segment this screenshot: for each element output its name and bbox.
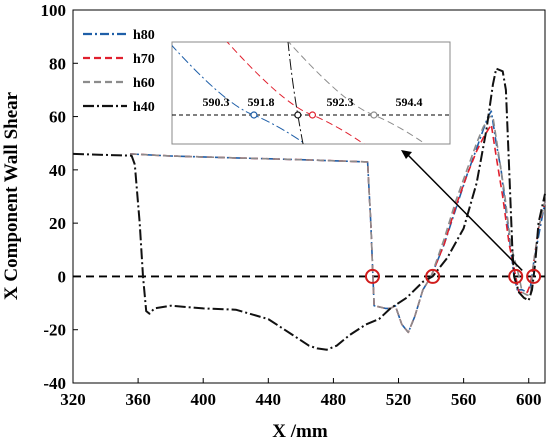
y-tick-label: 60 (49, 108, 66, 127)
x-tick-label: 320 (60, 390, 86, 409)
y-tick-label: -40 (43, 374, 66, 393)
y-tick-label: 100 (41, 1, 67, 20)
y-tick-label: 40 (49, 161, 66, 180)
inset-frame (171, 41, 451, 145)
legend-frame (79, 16, 171, 120)
x-tick-label: 400 (190, 390, 216, 409)
inset-crossing-h80 (250, 111, 258, 119)
series-layer (72, 67, 546, 351)
legend-label-h60: h60 (133, 76, 155, 91)
x-tick-label: 560 (451, 390, 477, 409)
y-tick-label: 20 (49, 214, 66, 233)
marker-layer (364, 268, 542, 284)
inset-value-label: 594.4 (396, 95, 423, 109)
inset-crossing-h40 (294, 111, 302, 119)
arrow-layer (401, 150, 523, 271)
x-tick-label: 520 (386, 390, 412, 409)
y-tick-label: 0 (58, 267, 67, 286)
series-line-h70 (129, 123, 546, 334)
inset: 590.3 591.8 592.3 594.4 (171, 41, 451, 145)
x-tick-label: 480 (321, 390, 347, 409)
x-tick-labels: 320 360 400 440 480 520 560 600 (60, 378, 541, 409)
x-axis-label: X /mm (272, 421, 328, 442)
zero-crossing-marker-2 (425, 268, 441, 284)
inset-curve-h40 (287, 42, 304, 144)
legend-label-h80: h80 (133, 28, 155, 43)
y-tick-labels: -40 -20 0 20 40 60 80 100 (41, 1, 78, 393)
series-line-h60 (129, 115, 546, 334)
x-tick-label: 600 (516, 390, 542, 409)
legend-label-h70: h70 (133, 52, 155, 67)
inset-crossing-h70 (308, 111, 317, 119)
zero-crossing-marker-4 (526, 268, 542, 284)
zero-crossing-marker-3 (508, 268, 524, 284)
inset-value-label: 592.3 (327, 95, 354, 109)
zoom-arrow-head (401, 150, 412, 159)
zero-crossing-marker-1 (364, 268, 380, 284)
y-tick-label: 80 (49, 54, 66, 73)
inset-value-label: 590.3 (203, 95, 230, 109)
x-tick-label: 440 (256, 390, 282, 409)
inset-crossing-h60 (370, 111, 378, 119)
legend: h80 h70 h60 h40 (79, 16, 171, 120)
series-line-h40 (72, 67, 546, 351)
y-axis-label: X Component Wall Shear (1, 91, 22, 300)
legend-label-h40: h40 (133, 100, 155, 115)
inset-value-label: 591.8 (248, 95, 275, 109)
y-tick-label: -20 (43, 321, 66, 340)
zoom-arrow-line (406, 153, 523, 271)
x-tick-label: 360 (125, 390, 151, 409)
